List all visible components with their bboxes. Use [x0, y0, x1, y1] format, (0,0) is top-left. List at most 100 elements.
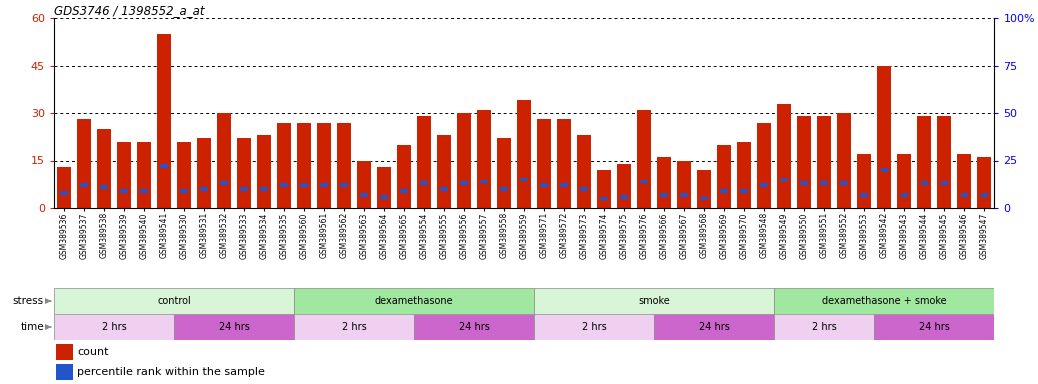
Bar [541, 183, 548, 187]
Bar [460, 181, 468, 185]
Bar [340, 183, 348, 187]
Bar [377, 167, 391, 208]
Bar [321, 183, 328, 187]
Bar [777, 104, 791, 208]
Bar [918, 116, 931, 208]
Bar [217, 113, 231, 208]
Bar [417, 116, 431, 208]
Bar [660, 193, 668, 197]
Bar [720, 189, 728, 193]
Bar [677, 161, 691, 208]
Text: dexamethasone + smoke: dexamethasone + smoke [822, 296, 947, 306]
Bar [937, 116, 952, 208]
Text: 2 hrs: 2 hrs [812, 322, 837, 332]
Bar [857, 154, 871, 208]
Bar [817, 116, 831, 208]
Bar [497, 138, 511, 208]
Bar [160, 164, 168, 168]
Bar [157, 34, 171, 208]
Bar [437, 135, 452, 208]
Bar [481, 179, 488, 183]
Bar [774, 288, 994, 314]
Bar [597, 170, 611, 208]
Text: 2 hrs: 2 hrs [582, 322, 606, 332]
Bar [761, 183, 768, 187]
Text: 24 hrs: 24 hrs [459, 322, 490, 332]
Text: percentile rank within the sample: percentile rank within the sample [78, 367, 266, 377]
Bar [580, 187, 589, 191]
Bar [557, 119, 571, 208]
Bar [781, 177, 788, 181]
Bar [57, 167, 71, 208]
Bar [637, 110, 651, 208]
Text: 2 hrs: 2 hrs [102, 322, 127, 332]
Bar [621, 195, 628, 199]
Bar [181, 189, 188, 193]
Bar [237, 138, 251, 208]
Bar [297, 122, 311, 208]
Bar [60, 191, 67, 195]
Bar [758, 122, 771, 208]
Text: control: control [157, 296, 191, 306]
Bar [861, 193, 868, 197]
Text: 24 hrs: 24 hrs [219, 322, 249, 332]
Bar [220, 181, 228, 185]
Bar [240, 187, 248, 191]
Bar [898, 154, 911, 208]
Bar [877, 66, 892, 208]
Text: stress: stress [12, 296, 44, 306]
Bar [698, 170, 711, 208]
Bar [80, 183, 88, 187]
Bar [901, 193, 908, 197]
Bar [77, 119, 91, 208]
Bar [137, 141, 151, 208]
Bar [174, 314, 294, 340]
Bar [921, 181, 928, 185]
Bar [100, 185, 108, 189]
Bar [54, 288, 294, 314]
Bar [981, 193, 988, 197]
Bar [294, 314, 414, 340]
Bar [97, 129, 111, 208]
Text: count: count [78, 347, 109, 358]
Bar [535, 314, 654, 340]
Bar [717, 145, 732, 208]
Bar [360, 193, 367, 197]
Bar [457, 113, 471, 208]
Bar [978, 157, 991, 208]
Bar [654, 314, 774, 340]
Bar [317, 122, 331, 208]
Text: 2 hrs: 2 hrs [342, 322, 366, 332]
Bar [294, 288, 535, 314]
Bar [874, 314, 994, 340]
Bar [380, 195, 388, 199]
Bar [940, 181, 949, 185]
Bar [140, 189, 147, 193]
Bar [414, 314, 535, 340]
Bar [820, 181, 828, 185]
Bar [337, 122, 351, 208]
Text: time: time [21, 322, 44, 332]
Text: dexamethasone: dexamethasone [375, 296, 454, 306]
Bar [517, 100, 531, 208]
Bar [401, 189, 408, 193]
Bar [838, 113, 851, 208]
Bar [535, 288, 774, 314]
Bar [618, 164, 631, 208]
Text: 24 hrs: 24 hrs [919, 322, 950, 332]
Bar [300, 183, 308, 187]
Text: GDS3746 / 1398552_a_at: GDS3746 / 1398552_a_at [54, 4, 204, 17]
Bar [880, 168, 889, 172]
Bar [54, 314, 174, 340]
Bar [56, 364, 73, 380]
Bar [960, 193, 968, 197]
Bar [841, 181, 848, 185]
Bar [200, 187, 208, 191]
Bar [477, 110, 491, 208]
Bar [640, 179, 648, 183]
Bar [177, 141, 191, 208]
Bar [797, 116, 812, 208]
Bar [440, 187, 448, 191]
Bar [197, 138, 211, 208]
Bar [600, 197, 608, 200]
